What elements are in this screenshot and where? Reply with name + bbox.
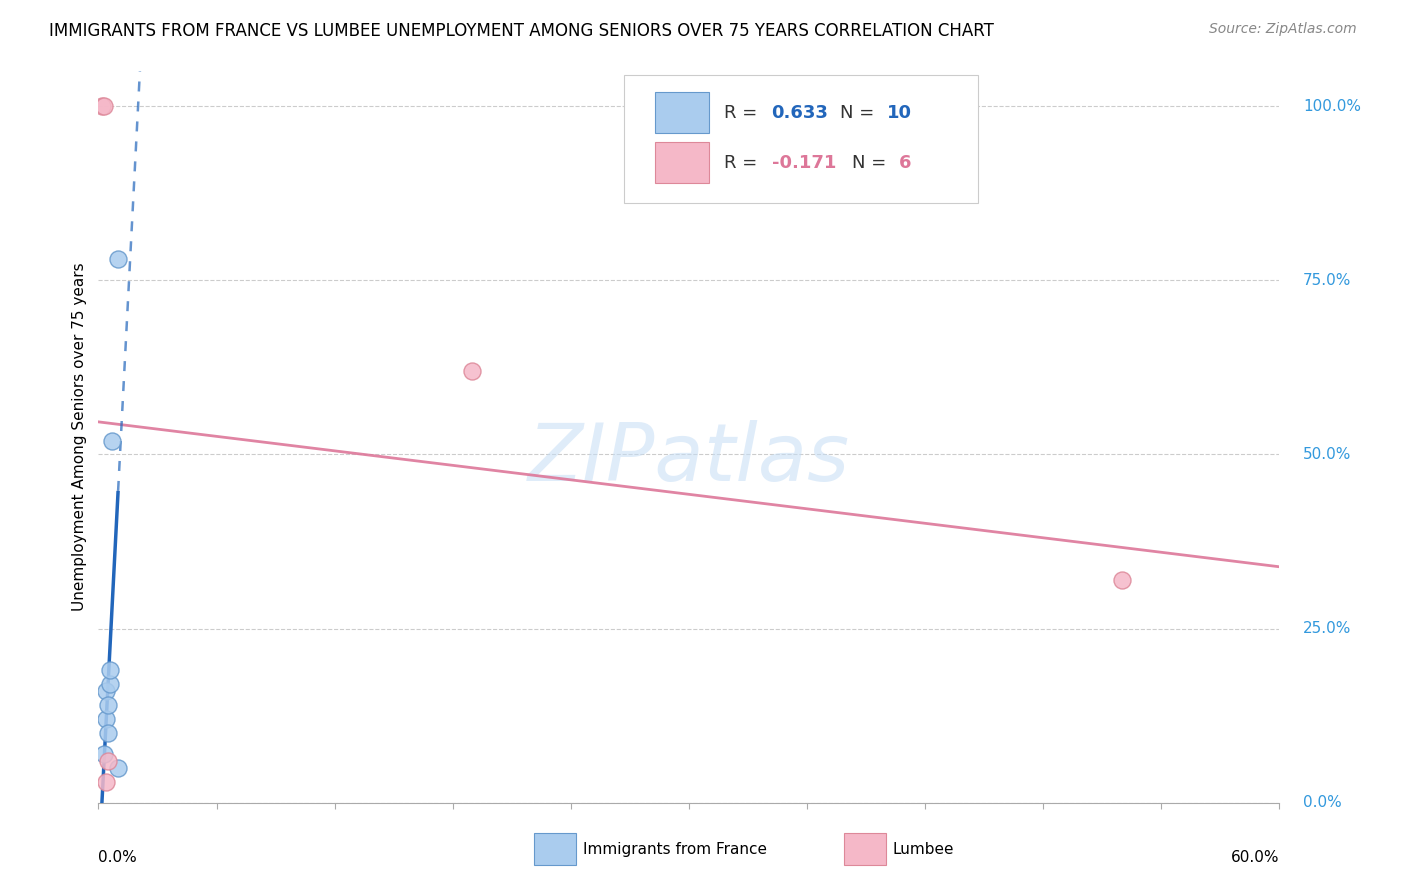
- Text: 60.0%: 60.0%: [1232, 850, 1279, 865]
- Point: [1111, 573, 1133, 587]
- Text: Lumbee: Lumbee: [893, 842, 955, 856]
- Point: [97, 698, 120, 713]
- Point: [101, 434, 124, 448]
- Text: -0.171: -0.171: [772, 153, 837, 172]
- Text: 100.0%: 100.0%: [1303, 99, 1361, 113]
- Point: [107, 761, 129, 775]
- Text: R =: R =: [724, 153, 763, 172]
- Point: [93, 99, 115, 113]
- FancyBboxPatch shape: [624, 75, 979, 203]
- Text: 50.0%: 50.0%: [1303, 447, 1351, 462]
- Text: 10: 10: [887, 104, 912, 122]
- Point: [97, 754, 120, 768]
- Point: [96, 712, 118, 726]
- Point: [107, 252, 129, 267]
- Point: [93, 747, 115, 761]
- Text: Source: ZipAtlas.com: Source: ZipAtlas.com: [1209, 22, 1357, 37]
- Text: 6: 6: [900, 153, 911, 172]
- Text: IMMIGRANTS FROM FRANCE VS LUMBEE UNEMPLOYMENT AMONG SENIORS OVER 75 YEARS CORREL: IMMIGRANTS FROM FRANCE VS LUMBEE UNEMPLO…: [49, 22, 994, 40]
- Point: [98, 664, 121, 678]
- Text: 0.633: 0.633: [772, 104, 828, 122]
- Text: R =: R =: [724, 104, 763, 122]
- Text: 75.0%: 75.0%: [1303, 273, 1351, 288]
- Text: 25.0%: 25.0%: [1303, 621, 1351, 636]
- Y-axis label: Unemployment Among Seniors over 75 years: Unemployment Among Seniors over 75 years: [72, 263, 87, 611]
- Text: N =: N =: [841, 104, 880, 122]
- Point: [91, 99, 114, 113]
- Point: [461, 364, 484, 378]
- Point: [98, 677, 121, 691]
- Text: ZIPatlas: ZIPatlas: [527, 420, 851, 498]
- Point: [96, 684, 118, 698]
- FancyBboxPatch shape: [655, 142, 709, 183]
- Text: 0.0%: 0.0%: [1303, 796, 1341, 810]
- FancyBboxPatch shape: [534, 833, 576, 865]
- Point: [97, 726, 120, 740]
- FancyBboxPatch shape: [844, 833, 886, 865]
- FancyBboxPatch shape: [655, 92, 709, 133]
- Text: Immigrants from France: Immigrants from France: [583, 842, 768, 856]
- Text: 0.0%: 0.0%: [98, 850, 138, 865]
- Text: N =: N =: [852, 153, 891, 172]
- Point: [96, 775, 118, 789]
